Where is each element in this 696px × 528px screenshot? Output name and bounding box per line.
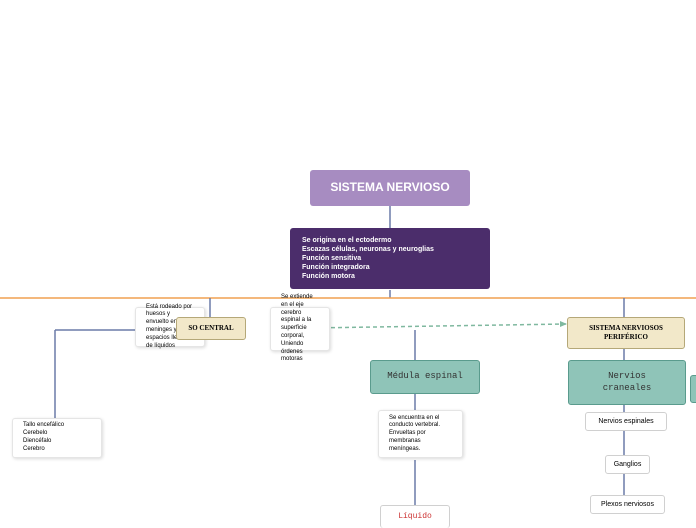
peripheral-label-text: SISTEMA NERVIOSOS PERIFÉRICO (578, 324, 674, 342)
plexos-text: Plexos nerviosos (601, 500, 654, 509)
central-label: SO CENTRAL (176, 317, 246, 340)
brain-parts-box: Tallo encefálico Cerebelo Diencéfalo Cer… (12, 418, 102, 458)
medula-desc-text: Se encuentra en el conducto vertebral. E… (389, 415, 452, 454)
nervios-espinales-box: Nervios espinales (585, 412, 667, 431)
nervios-espinales-text: Nervios espinales (598, 417, 653, 426)
partial-right-node (690, 375, 696, 403)
description-node: Se origina en el ectodermo Escazas célul… (290, 228, 490, 289)
peripheral-label: SISTEMA NERVIOSOS PERIFÉRICO (567, 317, 685, 349)
note-center-text: Se extiende en el eje cerebro espinal a … (281, 294, 319, 364)
central-label-text: SO CENTRAL (188, 324, 233, 333)
ganglios-box: Ganglios (605, 455, 650, 474)
ganglios-text: Ganglios (614, 460, 642, 469)
nervios-craneales-text: Nervios craneales (585, 371, 669, 394)
title-node: SISTEMA NERVIOSO (310, 170, 470, 206)
brain-parts-text: Tallo encefálico Cerebelo Diencéfalo Cer… (23, 422, 64, 453)
medula-desc-box: Se encuentra en el conducto vertebral. E… (378, 410, 463, 458)
description-text: Se origina en el ectodermo Escazas célul… (302, 236, 434, 281)
note-center: Se extiende en el eje cerebro espinal a … (270, 307, 330, 351)
title-text: SISTEMA NERVIOSO (330, 180, 449, 196)
medula-text: Médula espinal (387, 371, 463, 383)
nervios-craneales-node: Nervios craneales (568, 360, 686, 405)
medula-node: Médula espinal (370, 360, 480, 394)
liquido-node: Líquido (380, 505, 450, 528)
liquido-text: Líquido (398, 512, 432, 522)
plexos-box: Plexos nerviosos (590, 495, 665, 514)
